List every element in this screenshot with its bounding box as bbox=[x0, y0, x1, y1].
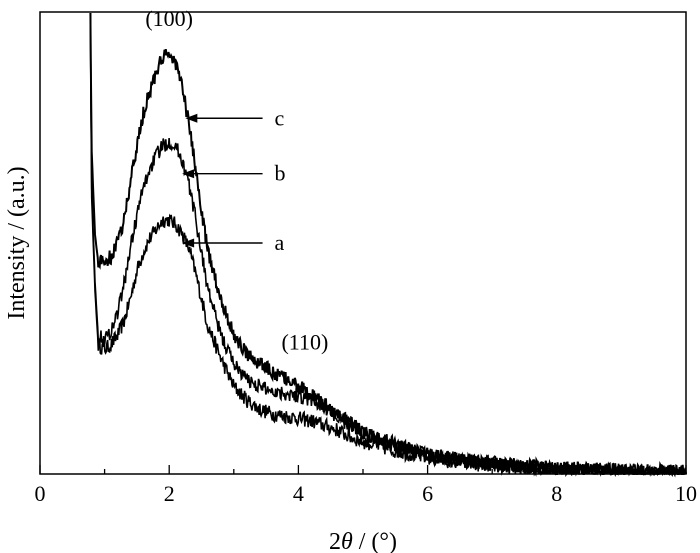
plot-frame bbox=[39, 11, 687, 475]
x-tick-label: 6 bbox=[422, 481, 433, 506]
series-line-a bbox=[89, 12, 687, 477]
series-label: c bbox=[275, 105, 285, 130]
x-tick-label: 8 bbox=[551, 481, 562, 506]
series-label: a bbox=[275, 230, 285, 255]
x-tick-label: 4 bbox=[293, 481, 304, 506]
series-label-arrowhead bbox=[182, 169, 195, 179]
series-line-b bbox=[89, 12, 687, 477]
x-tick-label: 0 bbox=[35, 481, 46, 506]
series-layer bbox=[89, 12, 687, 478]
x-tick-label: 10 bbox=[675, 481, 697, 506]
y-axis-label: Intensity / (a.u.) bbox=[4, 166, 30, 319]
x-axis-ticks: 0 2 4 6 8 10 bbox=[35, 465, 697, 506]
peak-annotation: (110) bbox=[281, 329, 328, 354]
plot-area bbox=[39, 11, 687, 475]
annotation-layer: (100) (110) c b a bbox=[145, 6, 328, 354]
series-label-arrowhead bbox=[182, 238, 195, 248]
x-axis-label: 2θ / (°) bbox=[329, 529, 397, 553]
x-tick-label: 2 bbox=[164, 481, 175, 506]
series-label: b bbox=[275, 161, 286, 186]
series-label-arrowhead bbox=[185, 113, 198, 123]
peak-annotation: (100) bbox=[145, 6, 193, 31]
series-line-c bbox=[89, 12, 687, 478]
